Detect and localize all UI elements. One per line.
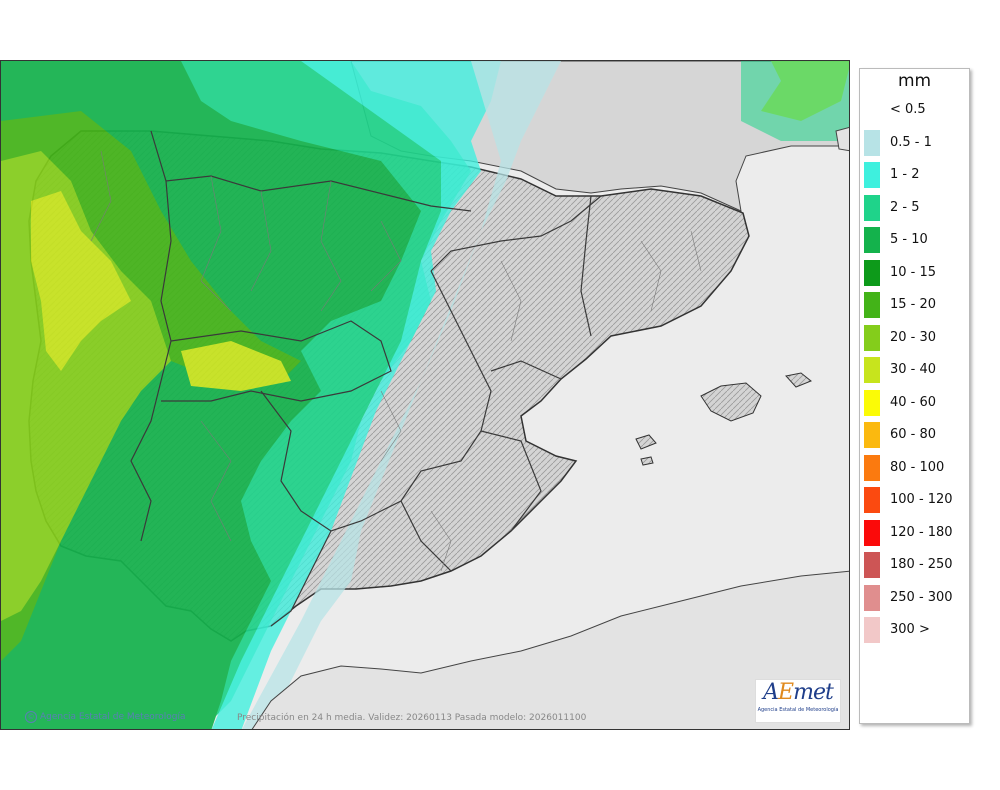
legend-item: 20 - 30 (864, 324, 966, 351)
legend-swatch (864, 487, 880, 513)
legend-label: 120 - 180 (890, 524, 953, 540)
legend-item: 40 - 60 (864, 389, 966, 416)
legend-label: 20 - 30 (890, 329, 937, 345)
legend-label: 40 - 60 (890, 394, 937, 410)
legend-item: 30 - 40 (864, 357, 966, 383)
legend-item: 5 - 10 (864, 227, 966, 253)
legend-swatch (864, 194, 880, 221)
legend-label: 15 - 20 (890, 297, 937, 312)
legend-title: mm (897, 71, 932, 91)
legend-item: 15 - 20 (864, 292, 966, 318)
legend-label: 10 - 15 (890, 264, 937, 280)
legend-item: 250 - 300 (864, 584, 966, 611)
africa-land (251, 570, 849, 729)
region-borders (130, 130, 602, 627)
legend-label: 250 - 300 (890, 589, 953, 605)
mallorca (700, 382, 762, 422)
legend-item: 2 - 5 (864, 194, 966, 221)
legend-label: 300 > (890, 622, 930, 637)
legend-swatch (864, 259, 880, 286)
legend-swatch (864, 129, 880, 156)
legend-item: 300 > (864, 617, 966, 643)
legend-item: 60 - 80 (864, 422, 966, 448)
legend-swatch (864, 97, 880, 123)
legend-label: 5 - 10 (890, 232, 928, 247)
legend-item: 80 - 100 (864, 454, 966, 481)
legend-label: 100 - 120 (890, 492, 953, 507)
aemet-logo-subtext: Agencia Estatal de Meteorología (757, 707, 839, 713)
legend-item: < 0.5 (864, 97, 966, 123)
sardinia (835, 127, 849, 152)
copyright-icon: © (25, 711, 37, 723)
aemet-credit: © Agencia Estatal de Meteorología (25, 711, 186, 723)
legend-swatch (864, 617, 880, 643)
legend-swatch (864, 324, 880, 351)
legend-swatch (864, 292, 880, 318)
ibiza (635, 434, 657, 450)
legend-item: 10 - 15 (864, 259, 966, 286)
legend-swatch (864, 552, 880, 578)
map-caption: Precipitación en 24 h media. Validez: 20… (237, 713, 587, 723)
legend-label: 1 - 2 (890, 167, 920, 182)
legend-label: 180 - 250 (890, 557, 953, 572)
aemet-logo: AEmet Agencia Estatal de Meteorología (755, 679, 841, 723)
legend-label: 30 - 40 (890, 362, 937, 377)
legend-swatch (864, 519, 880, 546)
legend-swatch (864, 422, 880, 448)
legend-label: 0.5 - 1 (890, 134, 932, 150)
legend-item: 120 - 180 (864, 519, 966, 546)
legend-label: 60 - 80 (890, 427, 937, 442)
legend-swatch (864, 162, 880, 188)
menorca (785, 372, 812, 388)
map-canvas (1, 61, 849, 729)
legend-item: 100 - 120 (864, 487, 966, 513)
legend-item: 180 - 250 (864, 552, 966, 578)
legend-item: 1 - 2 (864, 162, 966, 188)
aemet-logo-mark: AEmet (763, 680, 834, 705)
legend-swatch (864, 357, 880, 383)
formentera (640, 456, 654, 466)
aemet-credit-text: Agencia Estatal de Meteorología (40, 712, 186, 722)
legend-swatch (864, 584, 880, 611)
legend-label: < 0.5 (890, 102, 926, 117)
precipitation-map[interactable]: © Agencia Estatal de Meteorología Precipi… (0, 60, 850, 730)
legend-swatch (864, 454, 880, 481)
precipitation-legend: mm < 0.5 0.5 - 1 1 - 2 2 - 5 5 - 10 10 - 15 15… (859, 68, 970, 724)
legend-label: 2 - 5 (890, 199, 920, 215)
legend-item: 0.5 - 1 (864, 129, 966, 156)
legend-swatch (864, 227, 880, 253)
province-borders (90, 150, 702, 572)
legend-label: 80 - 100 (890, 459, 945, 475)
legend-swatch (864, 389, 880, 416)
